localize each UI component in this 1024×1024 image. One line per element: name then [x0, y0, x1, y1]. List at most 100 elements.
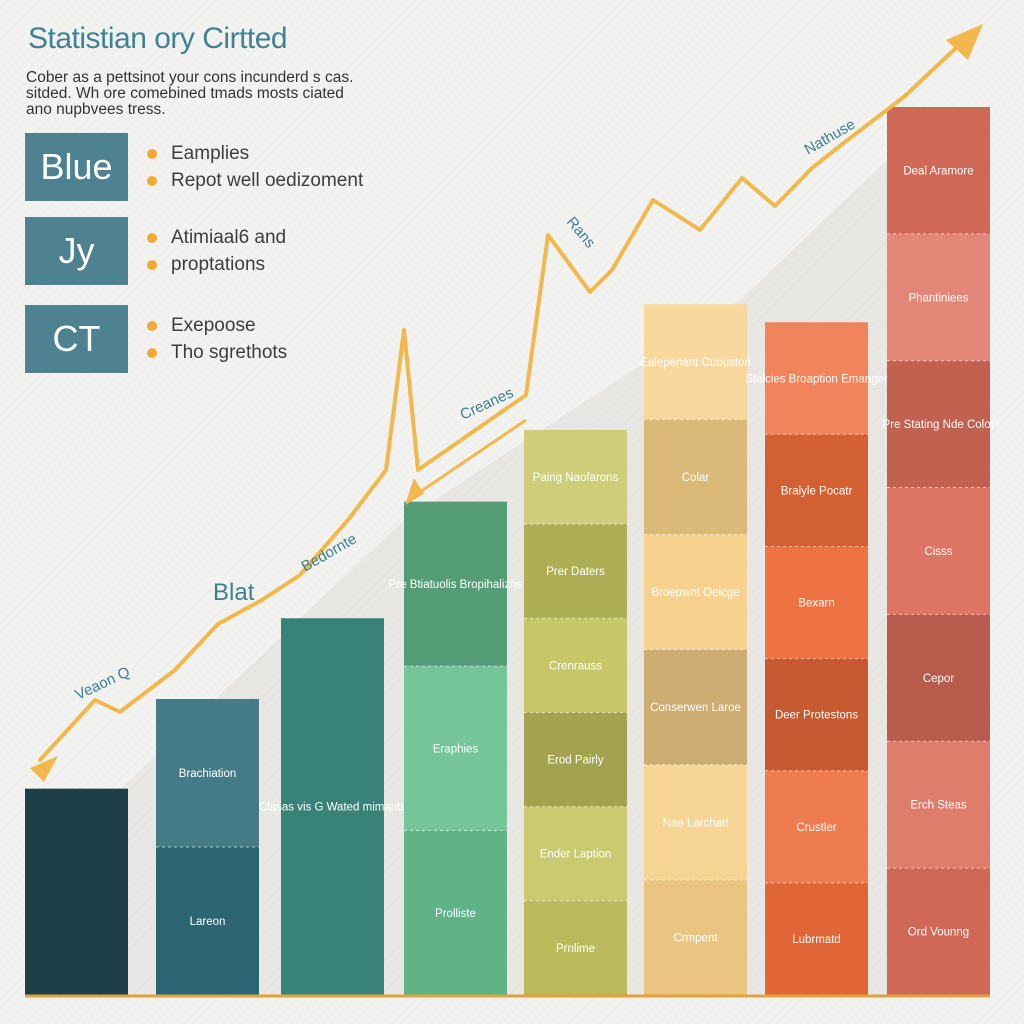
legend-box-jy: Jy: [25, 217, 128, 285]
bar-segment-label: Prer Daters: [546, 566, 605, 578]
bar-segment-label: Lareon: [190, 916, 226, 928]
legend-item-label: proptations: [171, 254, 266, 275]
trend-label: Creanes: [458, 384, 517, 423]
bar-segment: [887, 741, 990, 869]
bar-segment-label: Phantiniees: [908, 292, 968, 304]
bar-segment: [644, 764, 747, 880]
bar-segment-label: Clasas vis G Wated mimants: [259, 802, 406, 814]
bar-segment: [887, 233, 990, 361]
legend-group-jy: Atimiaal6 and proptations: [146, 224, 286, 278]
trend-label: Veaon Q: [73, 664, 133, 704]
legend-item: proptations: [146, 251, 286, 278]
bar-segment-label: Cisss: [924, 546, 952, 558]
bar-segment: [644, 534, 747, 650]
bullet-icon: [147, 348, 157, 358]
bar-segment-label: Bexarn: [798, 598, 834, 610]
bar-segment: [524, 429, 627, 525]
bar-segment: [887, 106, 990, 234]
bullet-icon: [147, 149, 157, 159]
bar-segment: [887, 360, 990, 488]
bullet-icon: [147, 233, 157, 243]
bar-segment: [524, 618, 627, 713]
bar-segment: [765, 658, 868, 771]
bar: [887, 106, 990, 996]
bar-segment: [524, 524, 627, 619]
legend-item-label: Tho sgrethots: [171, 342, 288, 363]
trend-arrowhead-icon: [946, 24, 983, 60]
bar-segment: [524, 806, 627, 901]
bar-segment-label: Lubrmatd: [792, 934, 841, 946]
bar-segment: [765, 770, 868, 883]
bar-segment-label: Ealepenant Cubuston: [640, 357, 751, 369]
bar-segment-label: Stelcies Broaption Emanger: [745, 373, 888, 385]
legend-item: Exepoose: [146, 312, 287, 339]
bar-segment: [765, 882, 868, 995]
bar-segment-label: Ender Laption: [540, 849, 612, 861]
bar: [25, 788, 128, 995]
legend-item-label: Repot well oedizoment: [171, 170, 364, 191]
trend-line: [38, 28, 977, 762]
chart-title: Statistian ory Cirtted: [28, 22, 288, 55]
bar-segment-label: Cepor: [923, 673, 954, 685]
bar-segment: [404, 501, 507, 667]
bar-segment: [156, 698, 259, 847]
bar-segment: [281, 618, 384, 995]
bar-segment: [644, 649, 747, 765]
trend-label: Rans: [563, 214, 599, 252]
bar-segment-label: Pre Btiatuolis Bropihalizns: [389, 579, 523, 591]
bar-segment-label: Brachiation: [179, 768, 237, 780]
bar-segment-label: Paing Naofarons: [533, 472, 619, 484]
legend-box-blue: Blue: [25, 133, 128, 201]
trend-label: Blat: [213, 579, 255, 606]
bar-segment: [524, 712, 627, 807]
legend-item: Eamplies: [146, 140, 363, 167]
bar-segment-label: Pre Stating Nde Color: [883, 419, 995, 431]
bar-segment: [887, 487, 990, 615]
bar: [404, 501, 507, 995]
bar-segment-label: Colar: [682, 472, 710, 484]
legend-box-ct: CT: [25, 305, 128, 373]
legend-group-ct: Exepoose Tho sgrethots: [146, 312, 287, 366]
bar-segment-label: Erch Steas: [910, 800, 966, 812]
bar-segment-label: Bralyle Pocatr: [781, 485, 853, 497]
trend-arrowtail-icon: [30, 756, 58, 782]
bar-segment: [765, 322, 868, 435]
bar-segment: [887, 614, 990, 742]
legend-item-label: Eamplies: [171, 143, 250, 164]
bar-segment: [404, 830, 507, 995]
bullet-icon: [147, 321, 157, 331]
bar-segment: [765, 546, 868, 659]
legend-item-label: Atimiaal6 and: [171, 227, 287, 248]
bar-segment: [644, 304, 747, 420]
bar-segment: [156, 846, 259, 995]
legend-group-blue: Eamplies Repot well oedizoment: [146, 140, 363, 194]
bar: [281, 618, 384, 995]
legend-item-label: Exepoose: [171, 315, 256, 336]
bar-segment: [644, 879, 747, 995]
bar-segment-label: Nae Larchatt: [663, 817, 730, 829]
trend-branch: [419, 418, 527, 494]
bar-segment-label: Erod Pairly: [547, 755, 603, 767]
bar-segment-label: Crenrauss: [549, 660, 602, 672]
legend-item: Repot well oedizoment: [146, 167, 363, 194]
bar-segment: [524, 900, 627, 995]
bar-segment-label: Prnlime: [556, 943, 595, 955]
bar-segment: [887, 868, 990, 995]
bar-segment-label: Deal Aramore: [903, 165, 973, 177]
bar-segment-label: Eraphies: [433, 743, 479, 755]
trend-midarrow-icon: [405, 478, 424, 505]
bar-segment-label: Prolliste: [435, 908, 476, 920]
chart-subtitle: Cober as a pettsinot your cons incunderd…: [26, 69, 354, 118]
bullet-icon: [147, 176, 157, 186]
bar-segment: [644, 419, 747, 535]
legend-item: Tho sgrethots: [146, 339, 287, 366]
bar-segment-label: Ord Vounng: [908, 927, 969, 939]
bar-segment-label: Crmpent: [673, 932, 718, 944]
bullet-icon: [147, 260, 157, 270]
bar-segment: [404, 666, 507, 831]
bar-segment-label: Crustler: [796, 822, 836, 834]
bar-segment: [765, 434, 868, 547]
bar-segment-label: Broepwnt Oelcge: [651, 587, 739, 599]
bar-segment-label: Deer Protestons: [775, 710, 858, 722]
